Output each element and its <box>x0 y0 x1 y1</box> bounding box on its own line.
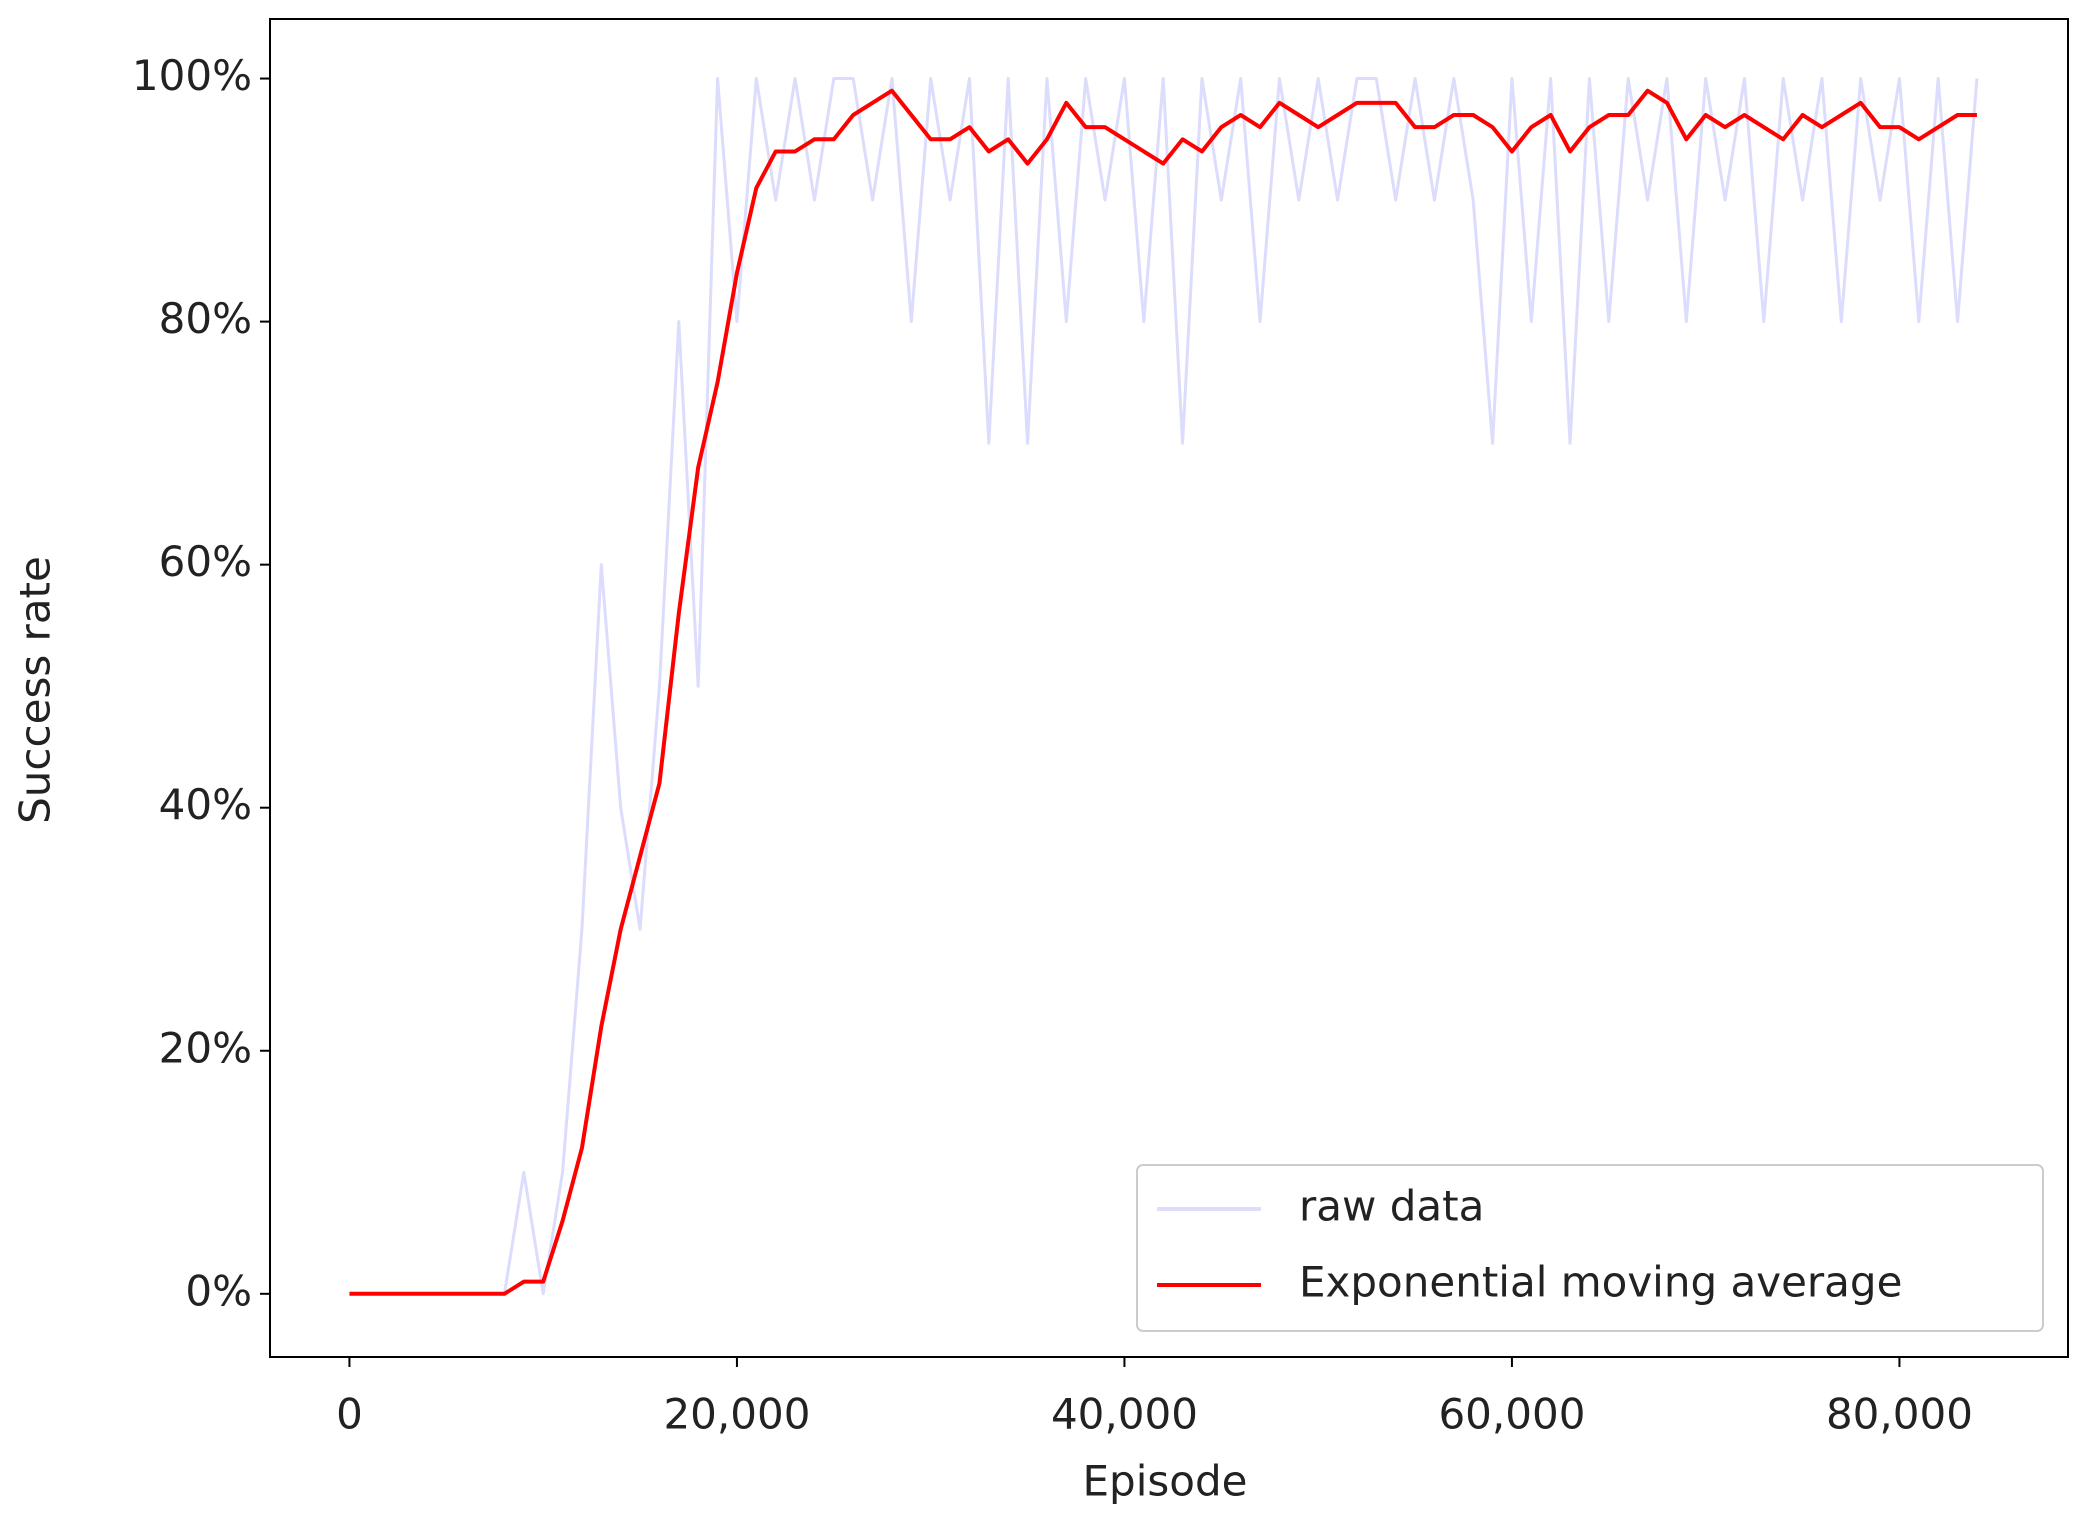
x-axis-label: Episode <box>1083 1457 1248 1506</box>
y-tick-label: 80% <box>159 294 252 343</box>
legend-box <box>1136 1164 2044 1332</box>
x-tick-label: 20,000 <box>663 1390 810 1439</box>
y-tick-label: 40% <box>159 780 252 829</box>
data-line <box>349 77 1979 1296</box>
x-tick-label: 40,000 <box>1051 1390 1198 1439</box>
x-tick-label: 60,000 <box>1438 1390 1585 1439</box>
y-tick-label: 60% <box>159 537 252 586</box>
y-tick-label: 0% <box>185 1266 252 1315</box>
legend-label: Exponential moving average <box>1299 1258 1902 1307</box>
y-tick-label: 20% <box>159 1023 252 1072</box>
data-line <box>349 88 1977 1296</box>
plot-frame <box>269 18 2069 1358</box>
x-tick-label: 0 <box>336 1390 363 1439</box>
x-tick-label: 80,000 <box>1826 1390 1973 1439</box>
legend-label: raw data <box>1299 1182 1484 1231</box>
y-tick-label: 100% <box>132 51 252 100</box>
y-axis-label: Success rate <box>11 556 60 824</box>
